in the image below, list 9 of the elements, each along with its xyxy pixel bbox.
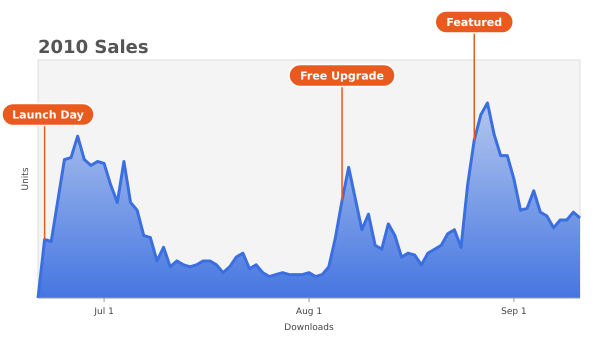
x-tick-label: Aug 1	[296, 307, 322, 317]
x-tick-label: Sep 1	[501, 307, 527, 317]
chart-title: 2010 Sales	[38, 37, 149, 58]
annotation: Featured	[446, 16, 502, 29]
x-axis-title: Downloads	[284, 323, 334, 333]
y-axis-title: Units	[21, 167, 31, 191]
annotation: Launch Day	[12, 108, 84, 122]
x-tick-label: Jul 1	[93, 307, 114, 317]
annotation: Free Upgrade	[300, 70, 384, 82]
